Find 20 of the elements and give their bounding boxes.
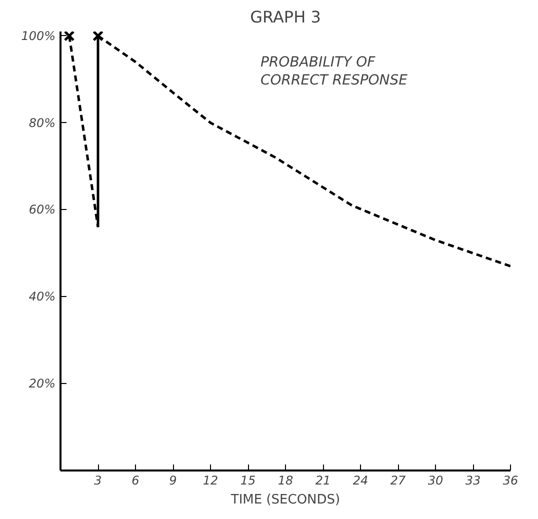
x-tick-label: 12 [202, 474, 218, 488]
y-tick-label: 80% [28, 116, 56, 130]
x-tick-label: 9 [169, 474, 177, 488]
x-tick-label: 27 [390, 474, 406, 488]
y-tick-label: 100% [21, 28, 56, 43]
x-tick-label: 30 [428, 474, 444, 488]
x-tick-label: 21 [315, 474, 331, 488]
x-tick-label: 18 [278, 474, 294, 488]
annotation: PROBABILITY OF CORRECT RESPONSE [260, 54, 408, 88]
x-tick-label: 24 [352, 474, 368, 488]
x-tick-label: 33 [465, 474, 481, 488]
x-axis-title: TIME (SECONDS) [230, 492, 340, 508]
y-tick-label: 40% [28, 290, 56, 304]
y-tick-label: 20% [28, 376, 56, 391]
x-tick-label: 15 [240, 474, 256, 488]
chart-title: GRAPH 3 [250, 8, 321, 26]
x-tick-label: 36 [502, 474, 518, 488]
x-tick-label: 6 [132, 474, 140, 488]
x-tick-label: 3 [94, 474, 102, 488]
y-tick-label: 60% [28, 202, 56, 217]
